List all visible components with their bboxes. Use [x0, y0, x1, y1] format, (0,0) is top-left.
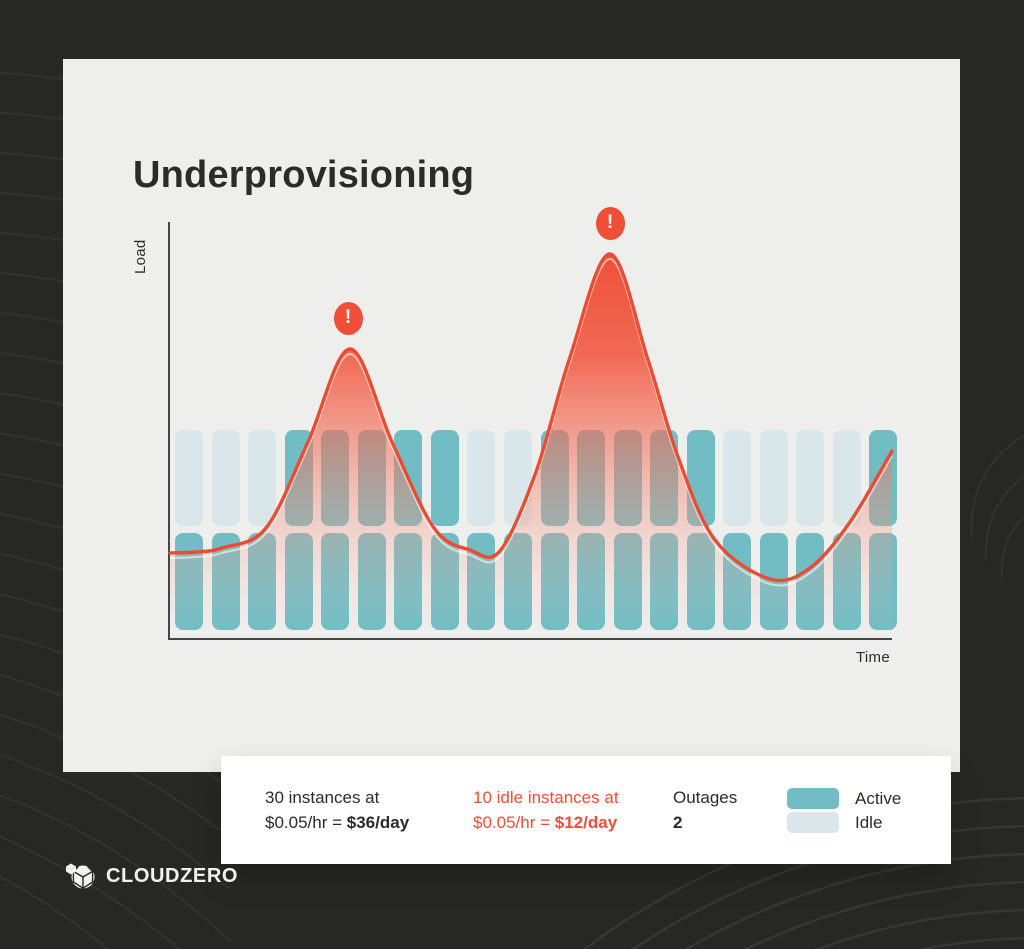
load-curve-line — [168, 252, 894, 583]
legend-item-idle: Idle — [787, 811, 901, 833]
x-axis-label: Time — [856, 649, 890, 666]
stats-bar: 30 instances at $0.05/hr = $36/day 10 id… — [221, 756, 951, 864]
legend-item-active: Active — [787, 787, 902, 809]
y-axis-label: Load — [132, 239, 149, 274]
load-over-time-chart: Load Time !! — [132, 206, 898, 666]
stat-idle-cost: 10 idle instances at $0.05/hr = $12/day — [473, 788, 619, 832]
legend-label: Idle — [855, 812, 883, 832]
cloudzero-logo-icon — [66, 863, 95, 889]
legend-swatch — [787, 787, 839, 809]
page-title: Underprovisioning — [133, 154, 475, 197]
outage-warning-icon: ! — [333, 301, 363, 335]
instance-bar-idle — [175, 430, 203, 526]
legend-swatch — [787, 811, 839, 833]
stat-outages: Outages 2 — [673, 788, 738, 832]
instance-bar-idle — [796, 430, 825, 526]
load-curve-highlight — [169, 257, 893, 587]
instance-bar-idle — [759, 430, 788, 526]
brand-footer: CLOUDZERO — [63, 859, 238, 893]
load-curve — [168, 252, 894, 638]
instance-bar-idle — [723, 430, 752, 526]
brand-name: CLOUDZERO — [106, 864, 239, 887]
infographic-card: Underprovisioning Load Time !! 30 ins — [63, 59, 960, 864]
legend-label: Active — [855, 788, 902, 808]
instance-bar-idle — [248, 430, 277, 526]
instance-bar-idle — [467, 430, 496, 526]
instance-bar-active — [430, 430, 459, 526]
legend: Active Idle — [787, 787, 902, 833]
outage-warning-icon: ! — [595, 206, 625, 240]
instance-bar-idle — [211, 430, 240, 526]
stat-total-cost: 30 instances at $0.05/hr = $36/day — [265, 788, 410, 832]
